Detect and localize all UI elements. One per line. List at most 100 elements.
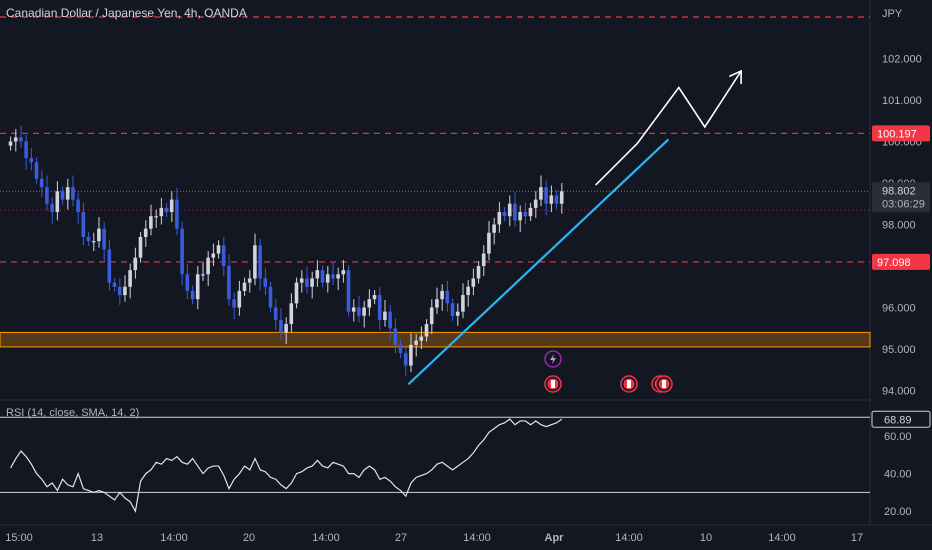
candle-body: [206, 257, 210, 275]
support-resistance-zone: [0, 331, 871, 348]
candle-body: [24, 141, 28, 159]
candle-body: [539, 187, 543, 200]
candle-body: [409, 344, 413, 366]
candle-body: [159, 207, 164, 217]
rsi-value-text: 68.89: [884, 414, 912, 426]
time-tick-label: 14:00: [615, 532, 643, 544]
candle-body: [554, 195, 559, 204]
candle-body: [169, 199, 174, 213]
canada-flag-icon[interactable]: [620, 375, 638, 393]
candle-body: [91, 241, 96, 243]
candle-body: [273, 307, 278, 320]
resistance-price-tag-bg: [872, 125, 930, 142]
candle-body: [138, 236, 143, 258]
candle-body: [513, 203, 517, 221]
candle-body: [429, 307, 434, 325]
candle-body: [481, 253, 486, 266]
candle-body: [398, 344, 403, 354]
candle-body: [492, 224, 496, 233]
candle-body: [424, 324, 429, 337]
candle-body: [507, 203, 512, 217]
candle-body: [450, 303, 455, 316]
candle-body: [227, 266, 231, 300]
candle-body: [310, 278, 314, 287]
candle-body: [242, 282, 247, 291]
candle-body: [419, 336, 424, 341]
time-tick-label: 15:00: [5, 532, 33, 544]
candle-body: [164, 207, 169, 213]
flag-center: [551, 380, 555, 388]
candle-body: [195, 274, 200, 300]
candle-body: [351, 307, 356, 312]
candle-body: [435, 299, 439, 308]
candle-body: [71, 187, 75, 200]
support-price-tag: 97.098: [872, 253, 930, 270]
candle-body: [331, 274, 335, 279]
time-tick-label: 20: [243, 532, 255, 544]
time-axis[interactable]: 15:00 13 14:00 20 14:00 27 14:00 Apr 14:00 10 14:0…: [5, 532, 863, 544]
candle-body: [149, 216, 153, 229]
time-tick-label: 14:00: [768, 532, 796, 544]
projection-path: [595, 70, 742, 186]
time-tick-label: 14:00: [160, 532, 188, 544]
candle-body: [336, 274, 340, 279]
candle-body: [559, 191, 564, 204]
time-tick-label: 27: [395, 532, 407, 544]
rsi-tick-label: 20.00: [884, 506, 912, 518]
candle-body: [117, 286, 122, 296]
candle-body: [372, 295, 377, 300]
candle-body: [143, 228, 148, 237]
candle-body: [81, 212, 86, 237]
candle-body: [383, 311, 387, 320]
candle-body: [367, 299, 372, 308]
candle-body: [263, 278, 268, 287]
candle-body: [154, 216, 158, 218]
canada-flag-icon[interactable]: [544, 375, 562, 393]
candle-body: [221, 245, 226, 266]
candle-body: [544, 187, 548, 204]
rsi-band-fill: [0, 416, 870, 493]
candle-body: [289, 303, 294, 325]
candle-body: [112, 282, 117, 287]
currency-label: JPY: [882, 8, 903, 20]
arrow-head: [729, 69, 743, 84]
candle-body: [341, 270, 346, 275]
trendline: [407, 138, 670, 386]
resistance-price-tag: 100.197: [872, 125, 930, 142]
candle-body: [211, 253, 216, 258]
rsi-polyline: [10, 418, 563, 513]
price-axis[interactable]: JPY102.000101.000100.00099.00098.00097.0…: [871, 8, 931, 518]
candle-body: [232, 299, 236, 308]
time-tick-label: 13: [91, 532, 103, 544]
rsi-band-area: [0, 417, 870, 492]
candle-body: [34, 162, 39, 179]
chart-title: Canadian Dollar / Japanese Yen, 4h, OAND…: [6, 6, 247, 20]
candle-body: [133, 257, 138, 271]
rsi-indicator-label[interactable]: RSI (14, close, SMA, 14, 2): [6, 407, 140, 419]
candle-body: [549, 195, 554, 204]
price-tick-label: 94.000: [882, 386, 916, 398]
candle-body: [476, 266, 481, 279]
canada-flag-icon[interactable]: [655, 375, 673, 393]
candle-body: [128, 270, 132, 287]
time-tick-label: 14:00: [312, 532, 340, 544]
candle-body: [258, 245, 262, 279]
candle-body: [455, 311, 460, 316]
candle-body: [97, 228, 101, 242]
candle-body: [388, 311, 392, 329]
candle-body: [518, 212, 522, 221]
price-tick-label: 101.000: [882, 95, 922, 107]
event-markers: [544, 350, 673, 393]
bar-countdown-text: 03:06:29: [882, 198, 925, 210]
candle-body: [180, 228, 184, 275]
candle-body: [45, 187, 49, 204]
candle-body: [55, 191, 60, 213]
candle-body: [65, 187, 70, 200]
lightning-event-icon[interactable]: [544, 350, 562, 368]
projection-arrow: [595, 69, 743, 186]
candles: [8, 125, 564, 376]
candle-body: [39, 178, 44, 188]
candle-body: [471, 278, 476, 287]
